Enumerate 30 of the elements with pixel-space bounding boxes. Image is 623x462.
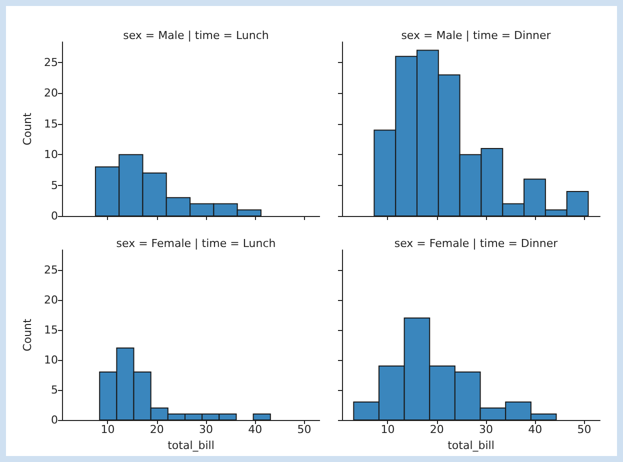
x-tick-label: 10: [380, 423, 395, 436]
y-tick-label: 10: [44, 148, 58, 162]
y-tick-label: 20: [44, 294, 58, 307]
x-axis-title: total_bill: [448, 439, 494, 452]
y-axis-title: Count: [21, 318, 34, 352]
x-tick-label: 40: [528, 423, 542, 436]
y-tick-label: 5: [51, 178, 58, 192]
x-tick-label: 30: [478, 423, 493, 436]
y-axis-title: Count: [21, 112, 34, 146]
x-tick-label: 50: [577, 423, 592, 436]
y-tick-label: 20: [44, 86, 58, 100]
y-tick-label: 15: [44, 324, 58, 337]
x-tick-label: 50: [297, 423, 312, 436]
chart-title: sex = Male | time = Lunch: [123, 29, 269, 42]
y-tick-label: 25: [44, 56, 58, 70]
y-tick-label: 15: [44, 117, 58, 130]
x-tick-label: 20: [150, 423, 164, 436]
chart-title: sex = Female | time = Lunch: [116, 237, 276, 250]
y-tick-label: 5: [51, 384, 58, 397]
y-tick-label: 0: [51, 414, 58, 426]
y-tick-label: 0: [51, 210, 58, 222]
x-tick-label: 10: [100, 423, 115, 436]
x-tick-label: 30: [198, 423, 213, 436]
x-tick-label: 40: [248, 423, 262, 436]
x-tick-label: 20: [430, 423, 444, 436]
chart-title: sex = Male | time = Dinner: [401, 29, 552, 42]
y-tick-label: 10: [44, 354, 58, 367]
chart-title: sex = Female | time = Dinner: [394, 237, 558, 250]
y-tick-label: 25: [44, 264, 58, 277]
x-axis-title: total_bill: [168, 439, 214, 452]
